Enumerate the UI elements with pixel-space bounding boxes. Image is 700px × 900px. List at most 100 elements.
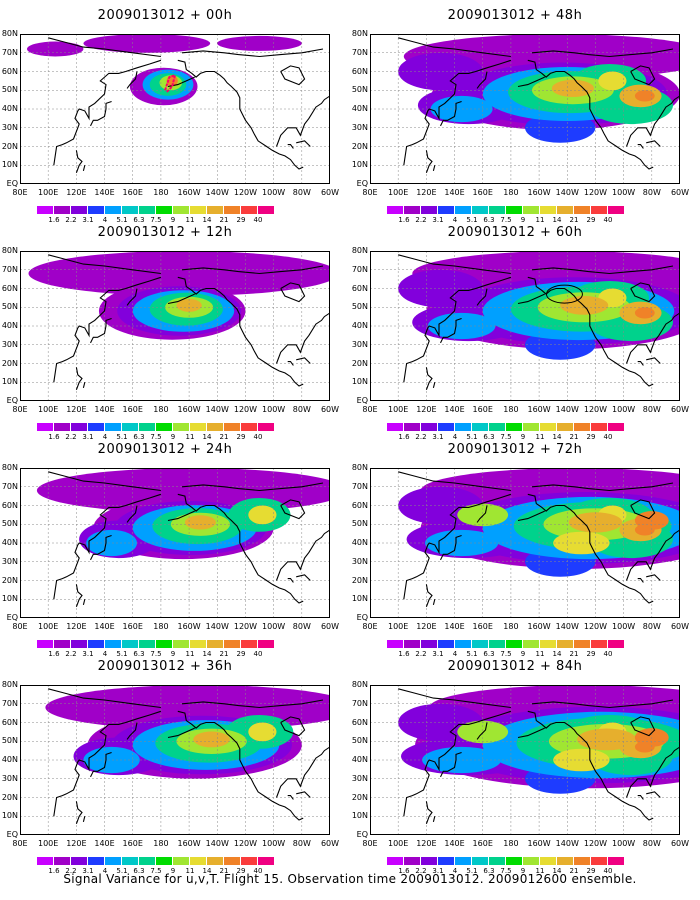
coastline <box>280 499 306 520</box>
colorbar-swatch <box>258 206 274 214</box>
latitude-label: 60N <box>1 500 18 510</box>
longitude-label: 160W <box>527 622 551 631</box>
colorbar-level-label: 29 <box>586 650 596 658</box>
latitude-label: 30N <box>1 122 18 132</box>
colorbar-swatch <box>37 206 53 214</box>
variance-contour <box>217 35 302 51</box>
colorbar-swatch <box>557 206 573 214</box>
longitude-label: 60W <box>670 839 690 848</box>
colorbar-swatch <box>506 640 522 648</box>
colorbar-level-label: 7.5 <box>150 433 162 441</box>
latitude-label: 40N <box>1 755 18 764</box>
latitude-label: 70N <box>1 481 18 491</box>
colorbar-swatch <box>258 640 274 648</box>
colorbar-swatch <box>404 423 420 431</box>
coastline <box>440 534 462 561</box>
latitude-label: 20N <box>1 141 18 151</box>
colorbar-swatch <box>421 640 437 648</box>
colorbar-swatch <box>224 857 240 865</box>
longitude-label: 80E <box>362 405 378 414</box>
coastline <box>275 746 330 798</box>
colorbar-level-label: 40 <box>603 216 613 224</box>
latitude-label: 80N <box>1 680 18 689</box>
coastline <box>275 95 330 147</box>
colorbar-level-label: 1.6 <box>398 433 410 441</box>
coastline <box>48 688 161 709</box>
variance-contour <box>28 251 330 296</box>
colorbar-swatch <box>173 640 189 648</box>
longitude-label: 100E <box>38 622 59 631</box>
coastline <box>440 317 462 344</box>
variance-contour <box>634 90 655 102</box>
colorbar-swatch <box>540 640 556 648</box>
longitude-label: 80E <box>12 405 28 414</box>
colorbar-level-label: 40 <box>603 433 613 441</box>
colorbar-level-label: 11 <box>535 867 545 875</box>
colorbar-swatch <box>71 206 87 214</box>
colorbar-swatch <box>122 857 138 865</box>
colorbar-level-label: 14 <box>552 650 562 658</box>
latitude-label: 70N <box>351 47 368 57</box>
colorbar-swatch <box>224 640 240 648</box>
colorbar-level-label: 5.1 <box>116 216 128 224</box>
colorbar-swatch <box>523 423 539 431</box>
latitude-label: 80N <box>351 246 368 255</box>
longitude-label: 60W <box>320 405 340 414</box>
coastline <box>167 727 195 739</box>
coastline <box>296 791 311 798</box>
latitude-label: 50N <box>351 302 368 312</box>
map-canvas <box>20 468 330 618</box>
colorbar-level-label: 6.3 <box>483 650 495 658</box>
colorbar-level-label: 6.3 <box>133 867 145 875</box>
colorbar-swatch <box>523 640 539 648</box>
variance-contour <box>568 512 623 533</box>
colorbar-swatch <box>608 857 624 865</box>
colorbar-level-label: 9 <box>520 650 526 658</box>
colorbar-level-label: 4 <box>452 216 458 224</box>
coastline <box>53 276 162 383</box>
latitude-label: 10N <box>1 160 18 170</box>
figure-caption: Signal Variance for u,v,T. Flight 15. Ob… <box>63 872 637 886</box>
map-canvas <box>370 685 680 835</box>
coastline <box>625 95 680 147</box>
longitude-label: 80E <box>362 839 378 848</box>
latitude-label: 70N <box>1 264 18 274</box>
colorbar-swatch <box>173 857 189 865</box>
longitude-label: 80W <box>642 839 661 848</box>
colorbar-level-label: 4 <box>452 867 458 875</box>
coastline <box>625 529 680 581</box>
coastline <box>630 282 656 303</box>
longitude-label: 120W <box>233 188 258 197</box>
colorbar-swatch <box>190 857 206 865</box>
longitude-label: 120E <box>66 622 87 631</box>
variance-map: 80N 70N 60N 50N 40N 30N 20N 10N EQ 80E 100E 120E 140… <box>2 246 339 414</box>
latitude-label: 30N <box>1 773 18 783</box>
longitude-label: 100W <box>262 622 286 631</box>
longitude-label: 80W <box>642 405 661 414</box>
colorbar-level-label: 40 <box>253 433 263 441</box>
coastline <box>531 699 674 709</box>
map-canvas <box>370 34 680 184</box>
colorbar-level-label: 1.6 <box>398 867 410 875</box>
forecast-panel: 2009013012 + 00h 80N 70N 60N 50N 40N 30N 20N 10N… <box>0 8 339 224</box>
coastline <box>126 288 138 306</box>
longitude-label: 140W <box>555 622 579 631</box>
colorbar-swatch <box>489 423 505 431</box>
forecast-panel: 2009013012 + 72h 80N 70N 60N 50N 40N 30N 20N 10N… <box>350 442 689 658</box>
colorbar-swatch <box>207 857 223 865</box>
coastline <box>646 140 661 147</box>
colorbar-swatch <box>88 206 104 214</box>
coastline <box>398 688 511 709</box>
coastline <box>75 367 83 390</box>
longitude-label: 60W <box>670 188 690 197</box>
coastline <box>280 282 306 303</box>
map-canvas <box>20 251 330 401</box>
longitude-label: 160E <box>122 839 143 848</box>
panel-title: 2009013012 + 48h <box>447 8 583 23</box>
coastline <box>53 710 162 817</box>
coastline <box>280 716 306 737</box>
latitude-label: 40N <box>351 755 368 764</box>
variance-map: 80N 70N 60N 50N 40N 30N 20N 10N EQ 80E 100E 120E 140… <box>352 680 689 848</box>
coastline <box>403 710 512 817</box>
coastline <box>177 276 304 387</box>
